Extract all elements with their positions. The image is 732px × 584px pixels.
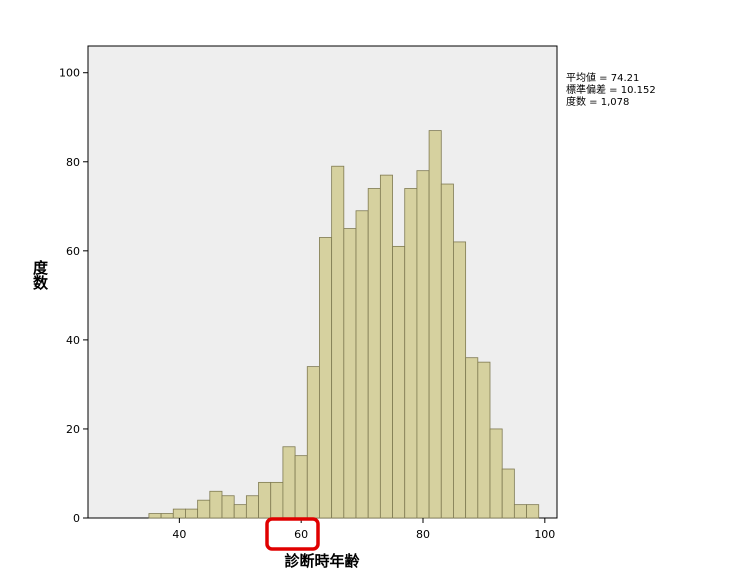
- x-tick-label: 80: [416, 528, 430, 541]
- y-axis-label: 度数: [31, 259, 49, 291]
- histogram-bar: [477, 361, 491, 519]
- y-tick-label: 40: [66, 334, 80, 347]
- histogram-bar: [306, 366, 320, 519]
- x-tick-label: 100: [534, 528, 555, 541]
- histogram-bar: [270, 481, 284, 519]
- histogram-bar: [221, 495, 235, 519]
- histogram-bar: [172, 508, 186, 519]
- histogram-bar: [513, 504, 527, 519]
- histogram-bar: [294, 455, 308, 519]
- y-tick-label: 100: [59, 67, 80, 80]
- histogram-bar: [185, 508, 199, 519]
- histogram-bar: [258, 481, 272, 519]
- stats-box: 平均値 = 74.21 標準偏差 = 10.152 度数 = 1,078: [566, 71, 656, 108]
- histogram-bar: [331, 165, 345, 519]
- x-tick-label: 60: [294, 528, 308, 541]
- x-axis-label: 診断時年齢: [284, 552, 360, 570]
- histogram-bar: [282, 446, 296, 519]
- histogram-bar: [160, 513, 174, 519]
- y-tick-label: 20: [66, 423, 80, 436]
- histogram-bar: [197, 499, 211, 519]
- histogram-bar: [367, 188, 381, 519]
- histogram-bar: [416, 170, 430, 519]
- highlight-box-60: [265, 517, 320, 551]
- histogram-bar: [501, 468, 515, 519]
- stats-std: 標準偏差 = 10.152: [566, 83, 656, 96]
- histogram-bar: [392, 245, 406, 519]
- histogram-bar: [404, 188, 418, 519]
- histogram-bar: [489, 428, 503, 519]
- y-tick-label: 0: [73, 512, 80, 525]
- histogram-bar: [245, 495, 259, 519]
- histogram-bar: [526, 504, 540, 519]
- y-tick-label: 80: [66, 156, 80, 169]
- stats-n: 度数 = 1,078: [566, 95, 629, 108]
- histogram-bar: [343, 228, 357, 519]
- histogram-bar: [428, 130, 442, 519]
- x-tick-label: 40: [172, 528, 186, 541]
- histogram-bar: [319, 237, 333, 519]
- histogram-bar: [355, 210, 369, 519]
- y-tick-label: 60: [66, 245, 80, 258]
- histogram-bar: [465, 357, 479, 519]
- y-axis: 0 20 40 60 80 100: [59, 67, 88, 525]
- histogram-bar: [379, 174, 393, 519]
- histogram-bar: [233, 504, 247, 519]
- histogram-bar: [209, 490, 223, 519]
- histogram-bar: [148, 513, 162, 519]
- histogram-bar: [453, 241, 467, 519]
- bars-group: [148, 130, 540, 519]
- stats-mean: 平均値 = 74.21: [566, 71, 639, 84]
- histogram-bar: [440, 183, 454, 519]
- x-axis: 40 60 80 100: [172, 518, 555, 541]
